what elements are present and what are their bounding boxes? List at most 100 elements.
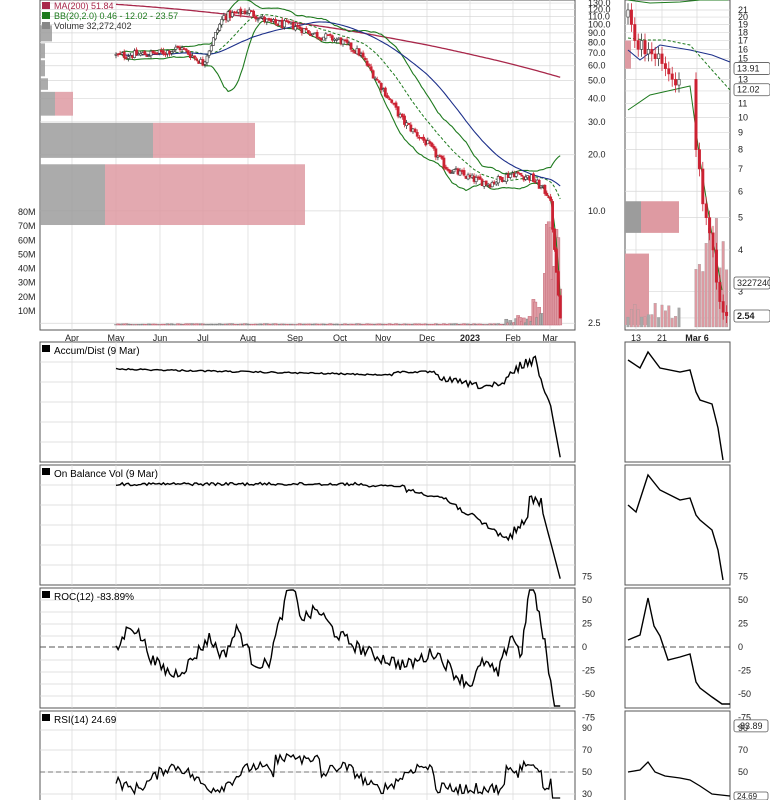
candle-body: [428, 141, 432, 144]
price-tick-label: 80.0: [588, 37, 606, 47]
detail-tick-label: 6: [738, 186, 743, 196]
volume-bars: [114, 221, 563, 326]
detail-tick-label: 19: [738, 19, 748, 29]
candle-body: [258, 17, 262, 20]
detail-candle-body: [633, 24, 637, 41]
price-tick-label: 40.0: [588, 94, 606, 104]
detail-candle-body: [667, 68, 671, 75]
detail-candle-body: [653, 53, 657, 59]
price-tick-label: 110.0: [588, 12, 610, 22]
rsi-line: [115, 753, 561, 799]
candle-body: [524, 176, 528, 180]
accum-dist-swatch: [42, 345, 50, 352]
month-axis: Apr May Jun Jul Aug Sep Oct Nov Dec 2023 Feb Mar: [65, 333, 558, 343]
candle-body: [407, 122, 411, 125]
candle-body: [430, 142, 434, 147]
ma-blue-badge-box: [733, 62, 770, 75]
candle-body: [218, 23, 222, 31]
detail-roc-tick-label: -25: [738, 666, 751, 676]
candle-body: [400, 113, 404, 118]
candle-body: [442, 157, 446, 169]
detail-candle-body: [674, 79, 678, 86]
candle-body: [322, 36, 326, 41]
candle-body: [278, 20, 282, 26]
obv-line: [115, 481, 561, 579]
detail-tick-label: 9: [738, 128, 743, 138]
month-tick-label: Oct: [333, 333, 348, 343]
candle-body: [296, 25, 299, 27]
candle-body: [309, 33, 313, 36]
candle-body: [388, 98, 392, 100]
candle-body: [551, 201, 554, 230]
rsi-tick-label: 50: [582, 767, 592, 777]
detail-tick-label: 16: [738, 44, 748, 54]
volume-tick-label: 20M: [18, 292, 36, 302]
candle-body: [209, 45, 213, 52]
vbp-up-bar: [40, 122, 153, 158]
detail-volume-bar: [629, 309, 633, 328]
candle-body: [289, 21, 293, 24]
candle-body: [186, 50, 190, 55]
candle-body: [450, 172, 454, 174]
volume-tick-label: 10M: [18, 306, 36, 316]
detail-candles: [626, 3, 729, 324]
detail-volume-bars: [626, 218, 729, 328]
detail-tick-label: 18: [738, 27, 748, 37]
candle-body: [504, 174, 508, 182]
detail-volume-bar: [697, 264, 701, 328]
bb-middle-line: [115, 14, 561, 200]
detail-candle-body: [657, 53, 661, 59]
legend: MA(200) 51.84 BB(20,2.0) 0.46 - 12.02 - …: [42, 1, 178, 31]
month-tick-label: Aug: [240, 333, 256, 343]
candle-body: [363, 57, 367, 61]
month-tick-label: May: [107, 333, 125, 343]
candle-body: [285, 20, 288, 22]
candle-body: [444, 166, 448, 170]
detail-bb-middle-line: [627, 37, 731, 91]
candle-body: [161, 50, 165, 55]
detail-volume-bar: [650, 314, 654, 328]
candle-body: [324, 33, 328, 39]
roc-tick-label: 0: [582, 642, 587, 652]
candle-body: [211, 37, 215, 46]
roc-axis: 75 50 25 0 -25 -50 -75: [582, 572, 595, 723]
candle-body: [151, 50, 155, 53]
detail-rsi-tick-label: 50: [738, 767, 748, 777]
detail-date-axis: 13 21 Mar 6: [631, 333, 709, 343]
bb-legend-swatch: [42, 12, 50, 19]
detail-candle-body: [660, 53, 664, 64]
accum-dist-grid: [40, 342, 575, 462]
price-tick-label: 50.0: [588, 75, 606, 85]
detail-volume-bar: [660, 304, 664, 328]
roc-frame: [39, 587, 576, 709]
detail-rsi-axis: 90 70 50 24.69: [733, 723, 769, 800]
volume-bar: [522, 317, 526, 326]
candle-body: [170, 51, 174, 54]
candle-body: [341, 39, 345, 45]
candle-body: [440, 155, 444, 159]
candle-body: [135, 49, 138, 56]
candle-body: [126, 56, 130, 59]
detail-roc-tick-label: 75: [738, 572, 748, 582]
candle-body: [520, 174, 524, 177]
candle-body: [247, 9, 251, 14]
detail-tick-label: 13: [738, 74, 748, 84]
detail-tick-label: 10: [738, 112, 748, 122]
volume-axis: 80M 70M 60M 50M 40M 30M 20M 10M: [18, 207, 36, 316]
detail-accum-dist-line: [627, 350, 724, 461]
detail-vbp-down-bar: [641, 201, 679, 233]
vbp-down-bar: [153, 122, 255, 158]
volume-bar: [508, 320, 513, 326]
volume-tick-label: 80M: [18, 207, 36, 217]
candle-body: [235, 12, 238, 14]
roc-tick-label: 75: [582, 572, 592, 582]
detail-tick-label: 8: [738, 145, 743, 155]
detail-volume-bar: [640, 316, 644, 328]
month-tick-label: Sep: [287, 333, 303, 343]
bb-upper-line: [115, 0, 561, 175]
detail-rsi-frame: [624, 710, 731, 800]
detail-date-label: Mar 6: [685, 333, 709, 343]
price-tick-label: 10.0: [588, 206, 606, 216]
rsi-tick-label: 70: [582, 745, 592, 755]
candle-body: [313, 32, 317, 35]
